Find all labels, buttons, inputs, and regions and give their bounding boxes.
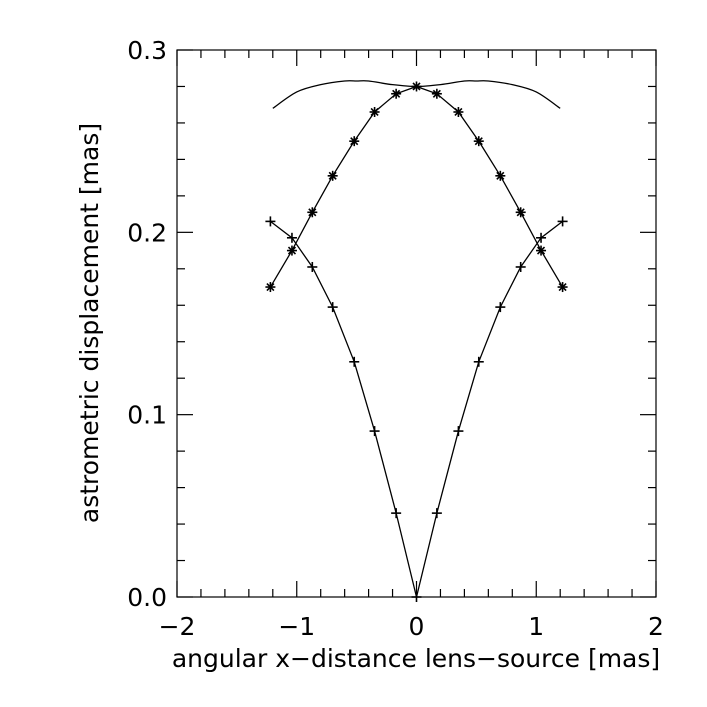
asterisk-marker (349, 136, 360, 147)
asterisk-marker (515, 207, 526, 218)
axis-ticks (176, 49, 657, 598)
asterisk-marker (495, 170, 506, 181)
plus-marker (515, 261, 526, 272)
y-tick-label: 0.0 (127, 583, 167, 612)
asterisk-marker (473, 136, 484, 147)
x-tick-label: 2 (648, 612, 664, 641)
plus-marker (391, 508, 402, 519)
asterisk-marker (431, 88, 442, 99)
y-axis-label: astrometric displacement [mas] (75, 123, 104, 523)
x-tick-label: 0 (409, 612, 425, 641)
plus-marker (453, 426, 464, 437)
plus-marker (536, 232, 547, 243)
plus-marker (327, 302, 338, 313)
asterisk-marker (557, 282, 568, 293)
series-2-line (269, 85, 564, 288)
x-tick-label: −1 (278, 612, 315, 641)
asterisk-marker (369, 106, 380, 117)
plus-marker (495, 302, 506, 313)
plus-marker (286, 232, 297, 243)
y-tick-label: 0.2 (127, 218, 167, 247)
plot-frame (176, 49, 657, 598)
plus-marker (307, 261, 318, 272)
asterisk-marker (307, 207, 318, 218)
plus-marker (369, 426, 380, 437)
series-3-line (270, 220, 563, 598)
x-tick-label: −2 (159, 612, 196, 641)
plus-marker (473, 356, 484, 367)
plus-marker (265, 216, 276, 227)
y-tick-label: 0.1 (127, 401, 167, 430)
x-tick-label: 1 (528, 612, 544, 641)
asterisk-marker (453, 106, 464, 117)
plus-marker (557, 216, 568, 227)
asterisk-marker (391, 88, 402, 99)
x-axis-label: angular x−distance lens−source [mas] (172, 644, 660, 673)
plus-marker (431, 508, 442, 519)
asterisk-marker (327, 170, 338, 181)
asterisk-marker (265, 282, 276, 293)
tick-labels: −2 −1 0 1 2 0.0 0.1 0.2 0.3 (127, 36, 664, 641)
asterisk-marker (411, 81, 422, 92)
asterisk-marker (536, 245, 547, 256)
series-layer (265, 80, 568, 602)
y-tick-label: 0.3 (127, 36, 167, 65)
asterisk-marker (286, 245, 297, 256)
plus-marker (349, 356, 360, 367)
